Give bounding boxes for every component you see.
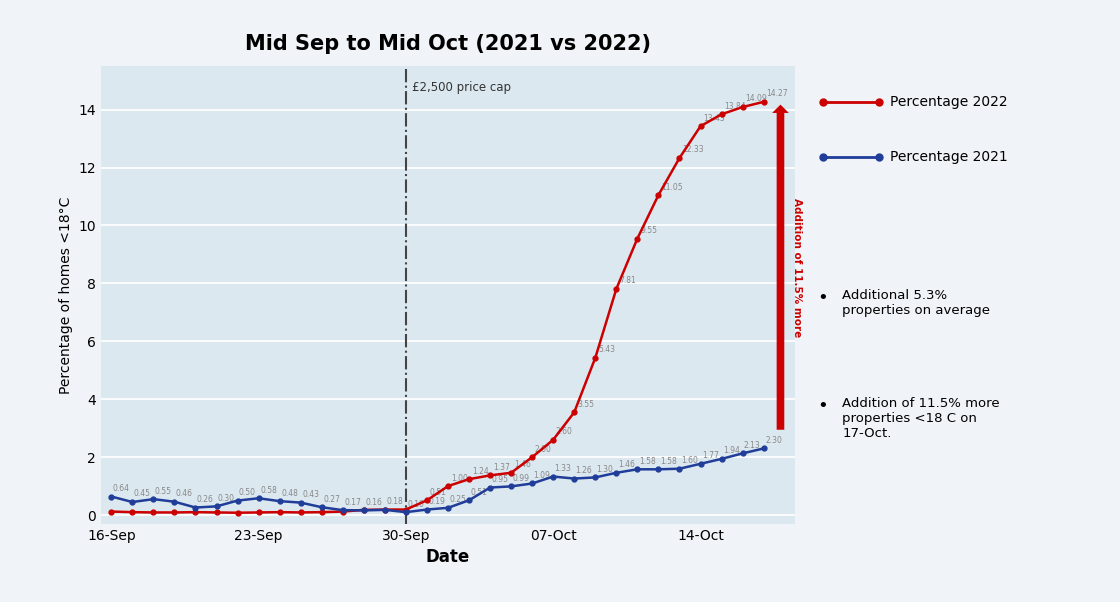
- Title: Mid Sep to Mid Oct (2021 vs 2022): Mid Sep to Mid Oct (2021 vs 2022): [245, 34, 651, 54]
- Text: 0.25: 0.25: [449, 495, 466, 504]
- Text: 1.24: 1.24: [472, 467, 488, 476]
- Text: 9.55: 9.55: [641, 226, 657, 235]
- Text: 1.58: 1.58: [660, 457, 676, 466]
- Text: 0.30: 0.30: [218, 494, 235, 503]
- Text: Percentage 2022: Percentage 2022: [890, 95, 1008, 110]
- Text: 0.64: 0.64: [113, 484, 130, 493]
- Text: 0.27: 0.27: [324, 495, 340, 504]
- X-axis label: Date: Date: [426, 548, 470, 566]
- Text: 1.60: 1.60: [681, 456, 698, 465]
- Text: 0.51: 0.51: [430, 488, 447, 497]
- Text: 11.05: 11.05: [661, 182, 683, 191]
- Text: 0.19: 0.19: [428, 497, 446, 506]
- Text: 13.84: 13.84: [725, 102, 746, 111]
- Text: 2.13: 2.13: [744, 441, 760, 450]
- Text: 0.17: 0.17: [344, 498, 361, 506]
- Text: 0.16: 0.16: [365, 498, 382, 507]
- Text: 14.27: 14.27: [766, 89, 788, 98]
- Text: 1.09: 1.09: [533, 471, 550, 480]
- Text: 0.18: 0.18: [386, 497, 403, 506]
- Text: 0.58: 0.58: [260, 486, 277, 495]
- Text: £2,500 price cap: £2,500 price cap: [412, 81, 511, 94]
- Text: Addition of 11.5% more: Addition of 11.5% more: [792, 197, 802, 337]
- Text: 1.58: 1.58: [638, 457, 655, 466]
- Text: 14.09: 14.09: [746, 95, 767, 104]
- Text: 1.00: 1.00: [450, 474, 468, 483]
- Text: 7.81: 7.81: [619, 276, 636, 285]
- Text: 0.45: 0.45: [133, 489, 151, 498]
- Y-axis label: Percentage of homes <18°C: Percentage of homes <18°C: [58, 196, 73, 394]
- Text: 1.26: 1.26: [576, 466, 592, 475]
- Text: 1.77: 1.77: [702, 452, 719, 461]
- Text: 12.33: 12.33: [682, 146, 703, 155]
- Text: Percentage 2021: Percentage 2021: [890, 149, 1008, 164]
- Text: 2.30: 2.30: [765, 436, 782, 445]
- Text: 5.43: 5.43: [598, 346, 615, 354]
- Text: Addition of 11.5% more
properties <18 C on
17-Oct.: Addition of 11.5% more properties <18 C …: [842, 397, 1000, 440]
- Text: Additional 5.3%
properties on average: Additional 5.3% properties on average: [842, 289, 990, 317]
- Text: 0.46: 0.46: [176, 489, 193, 498]
- Text: 1.46: 1.46: [618, 460, 635, 469]
- Text: 0.99: 0.99: [513, 474, 530, 483]
- Text: 2.00: 2.00: [535, 445, 552, 453]
- Text: 0.48: 0.48: [281, 489, 298, 498]
- Text: 1.30: 1.30: [597, 465, 614, 474]
- Text: 1.33: 1.33: [554, 464, 571, 473]
- Text: 2.60: 2.60: [556, 427, 572, 436]
- Text: 0.51: 0.51: [470, 488, 487, 497]
- Text: 1.46: 1.46: [514, 460, 531, 469]
- Text: 1.94: 1.94: [722, 446, 740, 455]
- Text: •: •: [818, 289, 829, 307]
- Text: 3.55: 3.55: [577, 400, 594, 409]
- Text: 1.37: 1.37: [493, 463, 510, 472]
- Text: 0.95: 0.95: [492, 475, 508, 484]
- Text: 0.26: 0.26: [197, 495, 214, 504]
- Text: 0.55: 0.55: [155, 486, 171, 495]
- Text: •: •: [818, 397, 829, 415]
- Text: 0.50: 0.50: [239, 488, 256, 497]
- Text: 0.10: 0.10: [408, 500, 424, 509]
- Text: 0.43: 0.43: [302, 490, 319, 499]
- Text: 13.43: 13.43: [703, 114, 725, 123]
